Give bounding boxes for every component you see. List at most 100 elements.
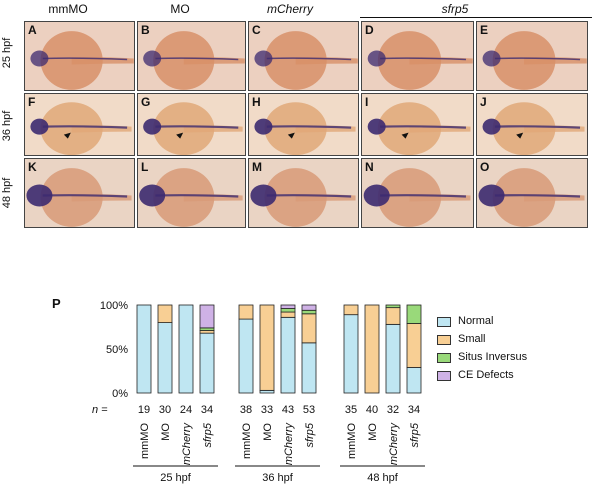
embryo-panel-a: A: [24, 21, 135, 91]
bar-segment: [199, 332, 215, 394]
row-label-48hpf: 48 hpf: [1, 177, 13, 209]
bar-segment: [406, 367, 422, 394]
head-stain: [482, 50, 501, 67]
vessel-stain: [155, 57, 239, 61]
embryo-illustration: [143, 102, 243, 155]
bar-segment: [385, 304, 401, 309]
embryo-panel-e: E: [476, 21, 588, 91]
head-stain: [250, 184, 277, 207]
category-label: mmMO: [139, 423, 151, 459]
panel-label: A: [28, 23, 37, 37]
group-label: 25 hpf: [160, 472, 192, 484]
bar-segment: [280, 304, 296, 309]
head-stain: [363, 184, 390, 207]
n-count-label: 24: [180, 404, 192, 416]
group-label: 36 hpf: [262, 472, 294, 484]
head-stain: [478, 184, 505, 207]
head-stain: [367, 118, 386, 135]
arrowhead-icon: [516, 132, 524, 139]
embryo-illustration: [367, 102, 471, 155]
arrowhead-icon: [401, 132, 409, 139]
vessel-stain: [494, 125, 581, 129]
n-count-label: 43: [282, 404, 294, 416]
embryo-illustration: [482, 31, 587, 90]
n-count-label: 40: [366, 404, 378, 416]
embryo-illustration: [139, 168, 243, 227]
head-stain: [30, 118, 49, 135]
head-stain: [139, 184, 166, 207]
vessel-stain: [380, 194, 467, 198]
embryo-panel-k: K: [24, 158, 135, 228]
embryo-panel-b: B: [137, 21, 246, 91]
y-tick-label: 50%: [106, 344, 128, 356]
head-stain: [26, 184, 53, 207]
head-stain: [482, 118, 501, 135]
head-stain: [143, 118, 162, 135]
category-label: sfrp5: [304, 422, 316, 447]
row-label-36hpf: 36 hpf: [1, 110, 13, 142]
panel-label: H: [252, 95, 261, 109]
bar-segment: [157, 322, 173, 394]
embryo-panel-h: H: [248, 93, 359, 156]
legend-label: Normal: [458, 315, 494, 327]
head-stain: [30, 50, 49, 67]
embryo-illustration: [367, 31, 473, 90]
bar-segment: [238, 304, 254, 320]
vessel-stain: [494, 194, 581, 198]
column-header-sfrp5: sfrp5: [441, 2, 469, 16]
vessel-stain: [266, 125, 352, 129]
category-label: mCherry: [388, 422, 400, 466]
panel-label: M: [252, 160, 262, 174]
yolk-shape: [264, 168, 327, 227]
n-count-label: 34: [408, 404, 420, 416]
category-label: MO: [262, 423, 274, 441]
embryo-illustration: [30, 31, 134, 90]
bar-segment: [280, 311, 296, 318]
n-count-label: 33: [261, 404, 273, 416]
column-header-mo: MO: [170, 2, 190, 16]
vessel-stain: [42, 57, 128, 61]
legend-swatch: [437, 353, 451, 363]
category-label: mCherry: [181, 422, 193, 466]
yolk-shape: [377, 102, 442, 155]
bar-segment: [136, 304, 152, 394]
head-stain: [254, 50, 273, 67]
sfrp5-bracket-line: [360, 17, 592, 18]
arrowhead-icon: [63, 132, 71, 139]
bar-segment: [178, 304, 194, 394]
bar-segment: [343, 304, 359, 316]
legend-label: Small: [458, 333, 486, 345]
panel-label: I: [365, 95, 369, 109]
panel-label: B: [141, 23, 150, 37]
yolk-shape: [40, 102, 103, 155]
arrowhead-icon: [176, 132, 184, 139]
y-tick-label: 100%: [100, 300, 128, 312]
embryo-illustration: [30, 102, 132, 155]
vessel-stain: [494, 57, 581, 61]
phenotype-stacked-bar-chart: 0% 50% 100% n = 19 mmMO 30 MO 24 mCherry 34 sfrp5 25…: [92, 300, 425, 484]
column-header-mmmo: mmMO: [48, 2, 88, 16]
embryo-illustration: [26, 168, 132, 227]
category-label: mCherry: [283, 422, 295, 466]
bar-segment: [364, 304, 380, 394]
arrowhead-icon: [287, 132, 295, 139]
n-count-label: 32: [387, 404, 399, 416]
category-label: sfrp5: [409, 422, 421, 447]
bar-segment: [343, 314, 359, 394]
bar-segment: [199, 304, 215, 329]
embryo-illustration: [143, 31, 245, 90]
vessel-stain: [155, 125, 239, 129]
panel-label: G: [141, 95, 151, 109]
embryo-panel-o: O: [476, 158, 588, 228]
embryo-illustration: [254, 102, 356, 155]
bar-segment: [301, 342, 317, 394]
vessel-stain: [266, 194, 352, 198]
bar-segment: [259, 304, 275, 391]
panel-label: L: [141, 160, 149, 174]
yolk-shape: [492, 102, 556, 155]
category-label: sfrp5: [202, 422, 214, 447]
embryo-illustration: [482, 102, 585, 155]
embryo-illustration: [363, 168, 471, 227]
embryo-panel-c: C: [248, 21, 359, 91]
panel-label: E: [480, 23, 489, 37]
